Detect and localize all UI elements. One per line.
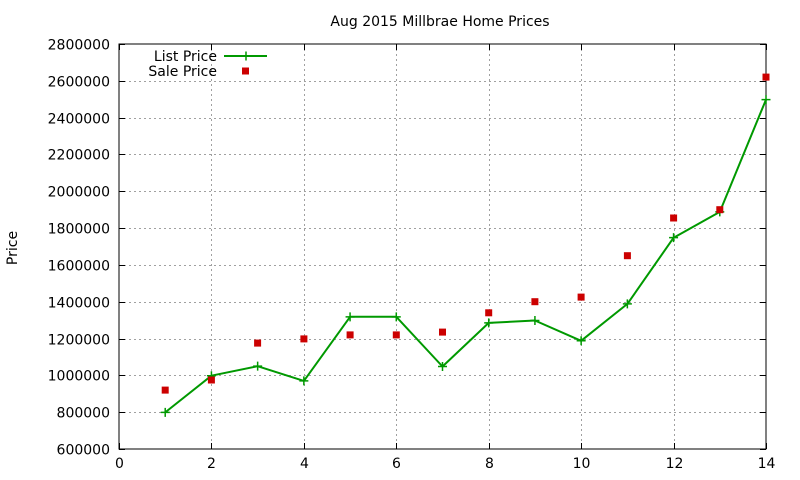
sale-price-point: [207, 376, 215, 384]
y-tick-label: 1400000: [48, 296, 110, 312]
sale-price-point: [670, 214, 678, 222]
sale-price-point: [623, 252, 631, 260]
sale-price-point: [254, 339, 262, 347]
sale-price-point: [716, 206, 724, 214]
x-tick-label: 0: [115, 456, 124, 472]
chart-title: Aug 2015 Millbrae Home Prices: [330, 14, 549, 30]
sale-price-point: [531, 298, 539, 306]
list-price-point: [253, 361, 263, 371]
list-price-point: [438, 362, 447, 372]
x-tick-label: 10: [573, 456, 591, 472]
list-price-point: [761, 95, 771, 105]
x-tick-label: 4: [300, 456, 309, 472]
sale-price-point: [300, 335, 308, 343]
sale-price-point: [439, 328, 446, 336]
legend-label-list-price: List Price: [154, 49, 217, 65]
sale-price-point: [577, 293, 585, 301]
y-tick-label: 2800000: [48, 38, 110, 54]
list-price-point: [391, 312, 401, 322]
y-tick-label: 1800000: [48, 222, 110, 238]
list-price-point: [299, 376, 309, 386]
x-tick-label: 14: [758, 456, 776, 472]
list-price-line: [164, 99, 767, 414]
sale-price-point: [346, 331, 354, 339]
x-tick-label: 12: [666, 456, 684, 472]
x-axis-ticks: 0 2 4 6 8 10 12 14: [115, 44, 775, 472]
sale-price-point: [392, 331, 400, 339]
sale-price-point: [762, 73, 770, 81]
list-price-point: [484, 318, 494, 328]
grid-lines: [119, 44, 766, 449]
y-tick-label: 2400000: [48, 112, 110, 128]
y-tick-label: 2600000: [48, 75, 110, 91]
list-price-point: [669, 233, 679, 243]
list-price-point: [160, 407, 170, 417]
y-tick-label: 2200000: [48, 148, 110, 164]
list-price-point: [530, 316, 540, 326]
y-tick-label: 1200000: [48, 333, 110, 349]
series-list-price: [160, 95, 771, 417]
y-axis-ticks: 600000 800000 1000000 1200000 1400000 1600000…: [48, 38, 766, 459]
x-tick-label: 8: [485, 456, 494, 472]
list-price-point: [345, 312, 355, 322]
y-tick-label: 2000000: [48, 185, 110, 201]
y-tick-label: 1000000: [48, 369, 110, 385]
y-tick-label: 800000: [57, 406, 110, 422]
legend-label-sale-price: Sale Price: [148, 64, 217, 80]
legend-marker-sale-price: [242, 67, 249, 75]
x-tick-label: 2: [207, 456, 216, 472]
series-sale-price: [161, 73, 770, 394]
legend: List Price Sale Price: [148, 49, 267, 80]
list-price-point: [622, 299, 632, 309]
sale-price-point: [161, 386, 169, 394]
sale-price-point: [485, 309, 493, 317]
y-tick-label: 600000: [57, 443, 110, 459]
legend-marker-list-price: [241, 51, 251, 61]
list-price-point: [576, 336, 586, 346]
x-tick-label: 6: [392, 456, 401, 472]
y-tick-label: 1600000: [48, 259, 110, 275]
plot-frame: [118, 43, 767, 450]
y-axis-label: Price: [5, 231, 21, 265]
